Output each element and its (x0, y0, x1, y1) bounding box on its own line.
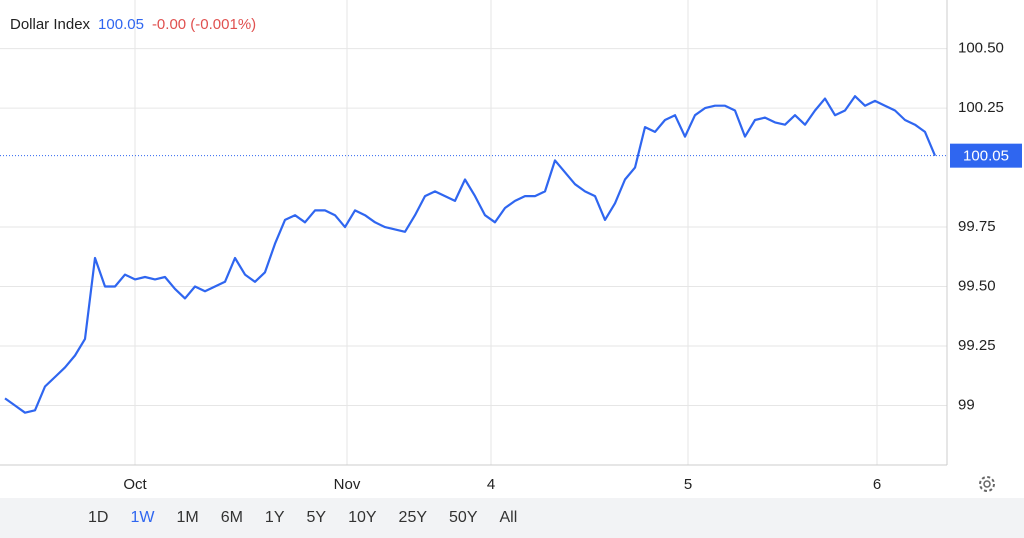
last-price-label: 100.05 (963, 148, 1009, 165)
y-tick-label: 99.50 (958, 278, 996, 295)
range-button[interactable]: 1Y (264, 509, 285, 526)
y-tick-label: 99.25 (958, 337, 996, 354)
range-button[interactable]: All (499, 509, 518, 526)
range-button[interactable]: 25Y (398, 509, 428, 526)
range-button[interactable]: 50Y (449, 509, 478, 526)
price-line (4, 95, 937, 414)
range-button[interactable]: 10Y (348, 509, 377, 526)
x-tick-label: 5 (684, 476, 692, 493)
settings-icon[interactable] (979, 476, 995, 492)
y-tick-label: 99.75 (958, 218, 996, 235)
y-tick-label: 100.50 (958, 40, 1004, 57)
x-tick-label: Nov (334, 476, 361, 493)
range-button[interactable]: 1W (130, 509, 155, 526)
y-tick-label: 99 (958, 396, 975, 413)
instrument-name: Dollar Index (10, 16, 91, 33)
range-button[interactable]: 1D (88, 509, 109, 526)
range-button[interactable]: 6M (220, 509, 243, 526)
price-change: -0.00 (-0.001%) (151, 16, 257, 33)
chart: 99 99.25 99.50 99.75 100.25 100.50 Oct Nov 4 5 6 10… (0, 0, 1022, 493)
x-tick-label: Oct (123, 476, 147, 493)
y-tick-label: 100.25 (958, 99, 1004, 116)
range-button[interactable]: 5Y (306, 509, 327, 526)
range-bar: 1D 1W 1M 6M 1Y 5Y 10Y 25Y 50Y All (0, 498, 1024, 538)
range-button[interactable]: 1M (176, 509, 199, 526)
last-price-box (950, 143, 1022, 168)
x-tick-label: 4 (487, 476, 495, 493)
last-price: 100.05 (98, 16, 144, 33)
x-tick-label: 6 (873, 476, 881, 493)
header: Dollar Index 100.05 -0.00 (-0.001%) (10, 16, 264, 33)
